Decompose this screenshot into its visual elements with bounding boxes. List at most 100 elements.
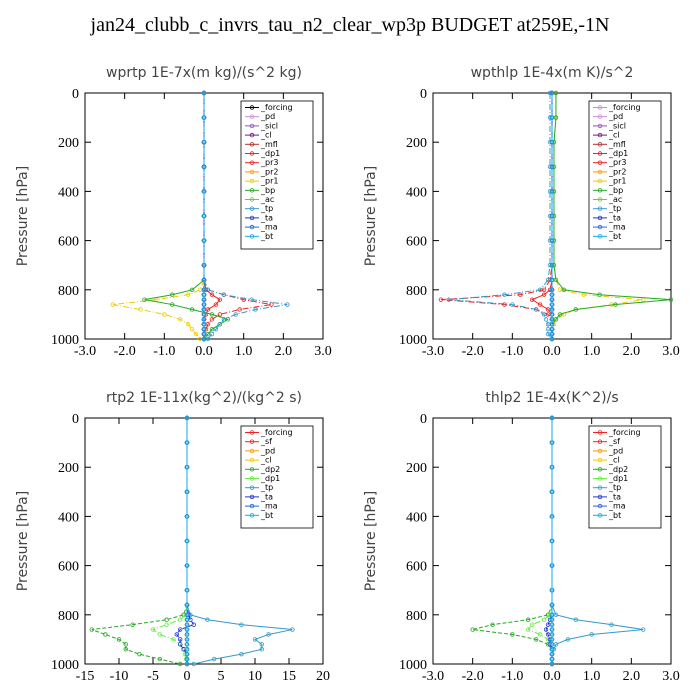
x-tick-label: 20 <box>316 669 330 684</box>
data-point <box>549 627 555 632</box>
legend: _forcing_pd_sicl_cl_mfl_dp1_pr3_pr2_pr1_… <box>240 100 314 250</box>
data-point <box>157 632 162 637</box>
legend-label: _cl <box>608 131 620 140</box>
data-point <box>89 627 94 632</box>
legend-label: _bt <box>260 232 273 241</box>
x-tick-label: -3.0 <box>422 669 444 684</box>
chart-panel-1: wprtp 1E-7x(m kg)/(s^2 kg) Pressure [hPa]… <box>15 65 332 359</box>
data-point <box>549 312 555 317</box>
data-point <box>201 292 207 297</box>
legend-marker <box>597 439 603 444</box>
data-point <box>549 302 555 307</box>
data-point <box>259 647 264 652</box>
data-point <box>177 617 183 622</box>
plot-frame <box>84 417 324 665</box>
series-line-pr3 <box>531 93 553 339</box>
data-point <box>549 538 555 544</box>
data-point <box>470 627 475 632</box>
data-point <box>549 164 555 169</box>
legend-label: _ac <box>608 195 622 204</box>
data-point <box>549 647 555 652</box>
data-point <box>641 627 646 632</box>
y-tick-label: 0 <box>420 87 427 102</box>
series-line-tp <box>448 93 553 340</box>
legend: _forcing_sf_pd_cl_dp2_dp1_tp_ta_ma_bt <box>240 425 314 529</box>
data-point <box>201 213 207 219</box>
legend-label: _cl <box>608 456 620 465</box>
legend-marker <box>597 494 603 500</box>
data-point <box>549 322 555 327</box>
data-point <box>668 297 674 302</box>
legend-marker <box>249 178 255 184</box>
data-point <box>184 632 190 637</box>
x-tick-label: 10 <box>248 669 262 684</box>
legend-marker <box>249 457 255 463</box>
data-point <box>565 637 571 642</box>
panel-title: wprtp 1E-7x(m kg)/(s^2 kg) <box>106 65 302 81</box>
series-line-pr3 <box>203 93 221 339</box>
x-tick-label: -1.0 <box>501 344 523 359</box>
data-point <box>177 642 183 647</box>
data-point <box>201 139 207 145</box>
legend-marker <box>249 439 255 444</box>
legend-marker <box>249 123 255 129</box>
legend-label: _mfl <box>260 140 278 149</box>
x-tick-label: 0.0 <box>543 669 561 684</box>
legend-label: _dp1 <box>608 474 628 483</box>
legend-label: _dp1 <box>608 149 628 158</box>
data-point <box>205 617 210 622</box>
legend-marker <box>249 114 255 119</box>
legend-label: _pr1 <box>260 177 278 186</box>
legend-marker <box>249 105 255 110</box>
y-axis-label: Pressure [hPa] <box>363 491 379 591</box>
data-point <box>201 317 207 322</box>
y-tick-label: 400 <box>58 510 79 525</box>
legend-label: _ta <box>260 213 273 222</box>
data-point <box>184 622 190 627</box>
y-tick-label: 1000 <box>51 658 79 673</box>
data-point <box>116 637 122 642</box>
data-point <box>490 622 495 627</box>
data-point <box>213 326 219 332</box>
legend-marker <box>249 467 255 472</box>
series-line-bp <box>144 93 229 340</box>
legend-label: _ma <box>260 502 278 511</box>
data-point <box>184 617 190 622</box>
data-point <box>549 263 555 268</box>
series-line-dp1 <box>527 418 553 664</box>
y-tick-label: 0 <box>72 412 79 427</box>
legend-label: _mfl <box>608 140 626 149</box>
data-point <box>201 297 207 302</box>
data-point <box>549 292 555 297</box>
data-point <box>201 307 207 312</box>
data-point <box>529 622 535 627</box>
legend-label: _sicl <box>260 121 278 130</box>
legend: _forcing_pd_sicl_cl_mfl_dp1_pr3_pr2_pr1_… <box>588 100 662 250</box>
data-point <box>209 312 215 317</box>
data-point <box>184 489 190 494</box>
y-tick-label: 800 <box>58 284 79 299</box>
y-tick-label: 400 <box>58 185 79 200</box>
data-point <box>609 622 614 627</box>
data-point <box>549 612 555 617</box>
legend-marker <box>597 503 603 509</box>
chart-panel-2: wpthlp 1E-4x(m K)/s^2 Pressure [hPa] -3.0 -… <box>363 65 680 359</box>
data-point <box>549 336 555 342</box>
legend-marker <box>597 169 603 175</box>
data-point <box>184 602 190 608</box>
y-tick-label: 400 <box>406 510 427 525</box>
legend-marker <box>249 197 255 202</box>
legend-label: _pd <box>260 112 275 121</box>
data-point <box>543 627 549 632</box>
legend-label: _bp <box>608 186 623 195</box>
legend-label: _pd <box>608 112 623 121</box>
data-point <box>253 307 258 312</box>
y-tick-label: 600 <box>58 560 79 575</box>
data-point <box>285 302 290 307</box>
data-point <box>184 563 190 568</box>
data-point <box>201 302 207 307</box>
data-point <box>217 322 223 327</box>
legend-marker <box>597 160 603 165</box>
data-point <box>110 302 115 307</box>
x-tick-label: 2.0 <box>623 669 641 684</box>
